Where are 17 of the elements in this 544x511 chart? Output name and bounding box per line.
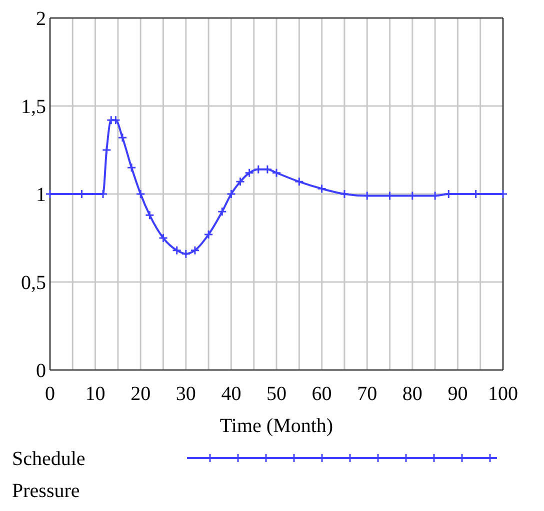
x-tick-label: 100 xyxy=(488,383,518,405)
y-tick-label: 0,5 xyxy=(21,272,46,294)
y-tick-label: 1,5 xyxy=(21,96,46,118)
x-axis-title: Time (Month) xyxy=(220,415,334,437)
x-tick-label: 30 xyxy=(176,383,196,405)
x-tick-label: 60 xyxy=(312,383,332,405)
y-tick-label: 2 xyxy=(36,8,46,30)
y-tick-label: 1 xyxy=(36,184,46,206)
y-tick-label: 0 xyxy=(36,360,46,382)
x-tick-label: 20 xyxy=(130,383,151,405)
text: Schedule Pressure xyxy=(12,448,86,502)
x-tick-label: 70 xyxy=(357,383,378,405)
x-tick-label: 40 xyxy=(221,383,242,405)
x-tick-label: 80 xyxy=(402,383,422,405)
x-tick-label: 50 xyxy=(266,383,286,405)
x-tick-label: 10 xyxy=(85,383,106,405)
x-tick-label: 90 xyxy=(448,383,468,405)
